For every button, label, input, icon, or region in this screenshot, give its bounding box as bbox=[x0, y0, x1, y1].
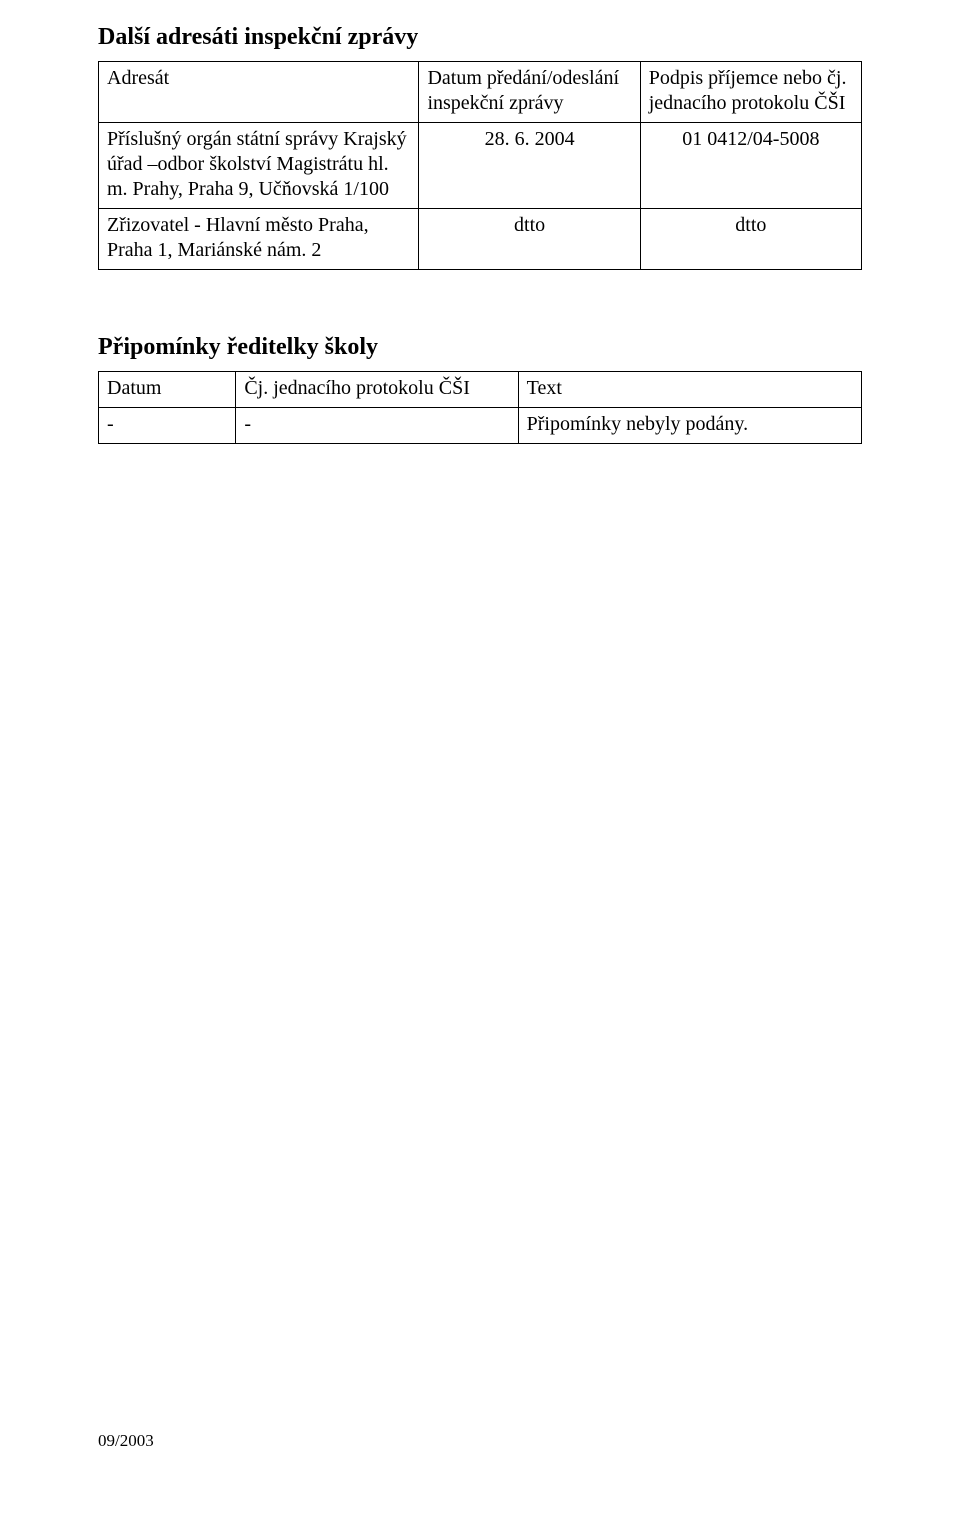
table-row: Adresát Datum předání/odeslání inspekční… bbox=[99, 62, 862, 123]
table-header-cell: Čj. jednacího protokolu ČŠI bbox=[236, 372, 518, 408]
footer-text: 09/2003 bbox=[98, 1431, 154, 1451]
table-cell: Připomínky nebyly podány. bbox=[518, 408, 861, 444]
table-header-cell: Datum bbox=[99, 372, 236, 408]
table-row: - - Připomínky nebyly podány. bbox=[99, 408, 862, 444]
table-row: Zřizovatel - Hlavní město Praha, Praha 1… bbox=[99, 209, 862, 270]
section2-heading: Připomínky ředitelky školy bbox=[98, 334, 862, 361]
section1-heading: Další adresáti inspekční zprávy bbox=[98, 24, 862, 51]
table-cell: dtto bbox=[419, 209, 640, 270]
table-cell: 01 0412/04-5008 bbox=[640, 123, 861, 209]
comments-table: Datum Čj. jednacího protokolu ČŠI Text -… bbox=[98, 371, 862, 444]
table-row: Příslušný orgán státní správy Krajský úř… bbox=[99, 123, 862, 209]
table-header-cell: Datum předání/odeslání inspekční zprávy bbox=[419, 62, 640, 123]
table-cell: Zřizovatel - Hlavní město Praha, Praha 1… bbox=[99, 209, 419, 270]
spacer bbox=[98, 270, 862, 334]
table-header-cell: Podpis příjemce nebo čj. jednacího proto… bbox=[640, 62, 861, 123]
table-cell: 28. 6. 2004 bbox=[419, 123, 640, 209]
table-cell: dtto bbox=[640, 209, 861, 270]
table-cell: Příslušný orgán státní správy Krajský úř… bbox=[99, 123, 419, 209]
table-cell: - bbox=[236, 408, 518, 444]
table-row: Datum Čj. jednacího protokolu ČŠI Text bbox=[99, 372, 862, 408]
recipients-table: Adresát Datum předání/odeslání inspekční… bbox=[98, 61, 862, 270]
table-header-cell: Text bbox=[518, 372, 861, 408]
table-cell: - bbox=[99, 408, 236, 444]
page: Další adresáti inspekční zprávy Adresát … bbox=[0, 0, 960, 1517]
table-header-cell: Adresát bbox=[99, 62, 419, 123]
